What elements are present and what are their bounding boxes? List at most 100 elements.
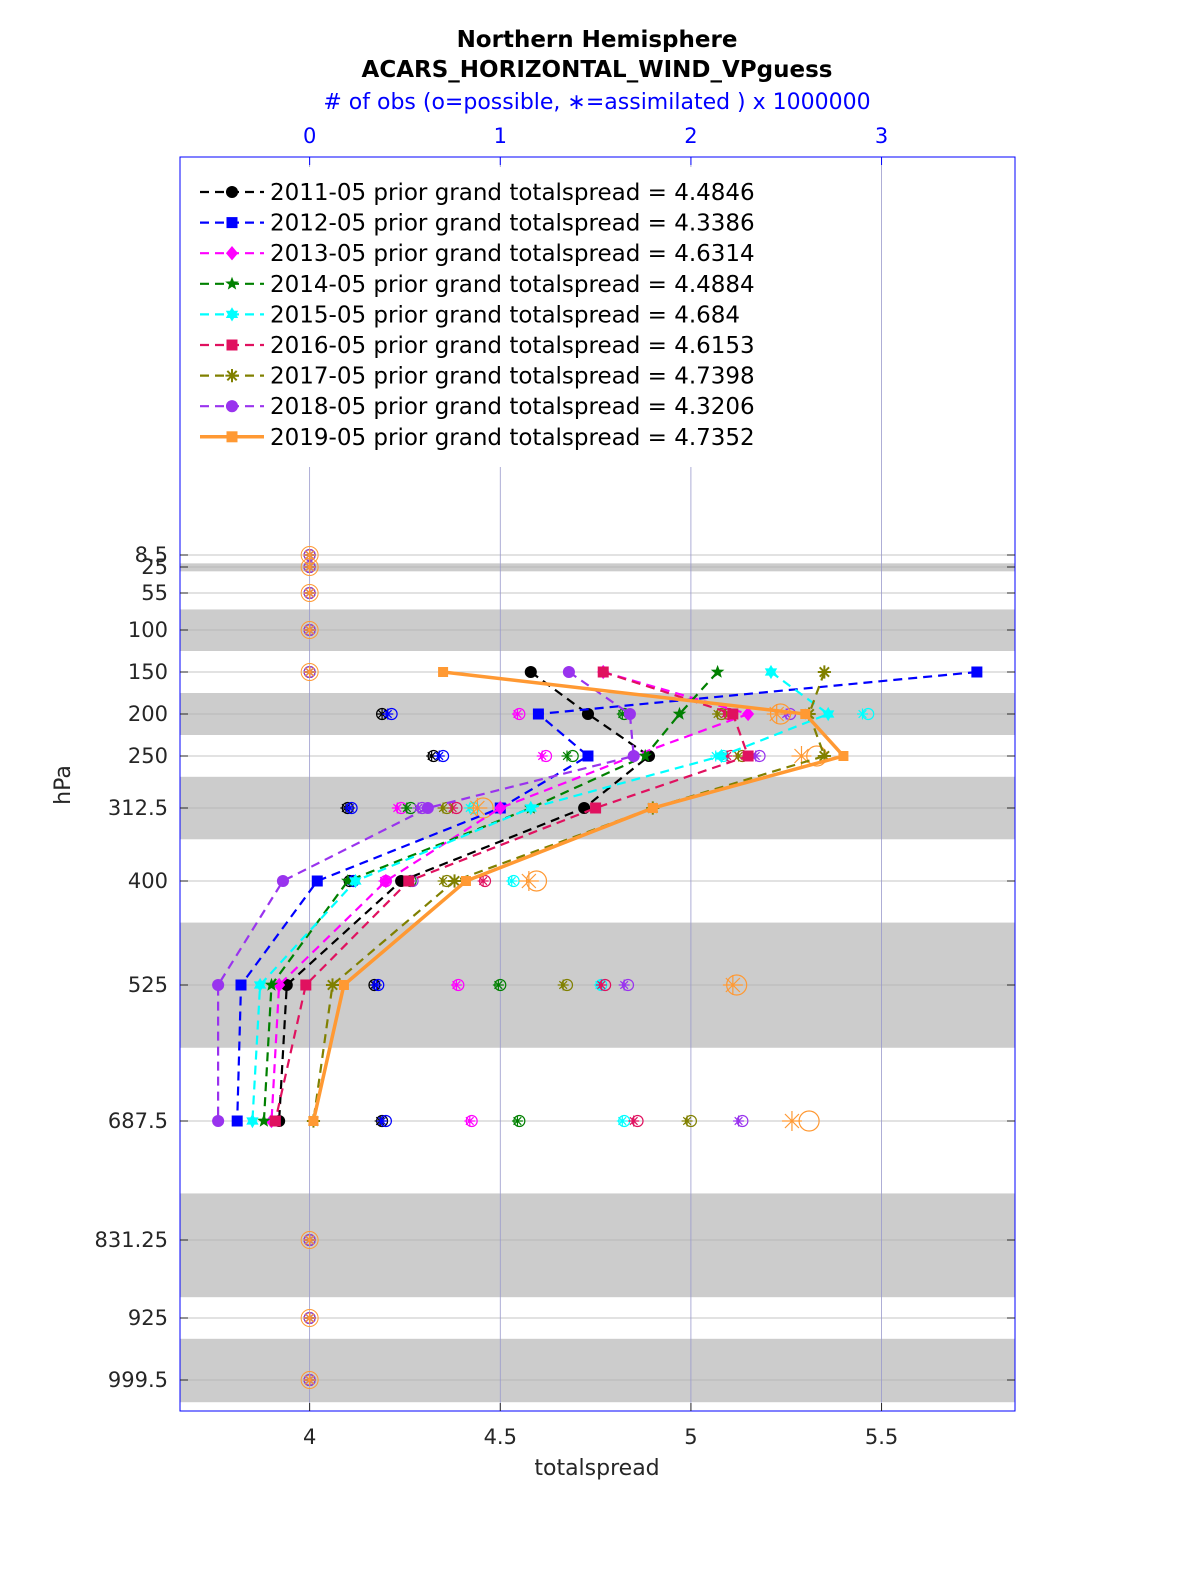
data-point xyxy=(597,666,609,678)
legend-label: 2015-05 prior grand totalspread = 4.684 xyxy=(270,302,740,328)
obs-assimilated-marker xyxy=(616,1115,628,1127)
obs-assimilated-marker xyxy=(412,802,424,814)
obs-possible-marker xyxy=(300,1231,319,1249)
series-line xyxy=(236,670,978,1122)
obs-assimilated-marker xyxy=(303,587,316,599)
data-point xyxy=(817,665,831,679)
obs-assimilated-marker xyxy=(303,1234,316,1246)
y-tick-label: 687.5 xyxy=(108,1109,168,1133)
data-point xyxy=(623,707,636,721)
data-point xyxy=(276,874,289,888)
data-point xyxy=(231,1115,243,1127)
obs-assimilated-marker xyxy=(618,979,630,991)
obs-assimilated-marker xyxy=(511,1115,523,1127)
series-line xyxy=(217,671,635,1121)
obs-possible-marker xyxy=(300,558,319,576)
obs-assimilated-marker xyxy=(467,798,488,818)
legend-marker xyxy=(225,400,239,413)
data-point xyxy=(764,664,778,680)
shaded-bands xyxy=(180,563,1015,1403)
obs-assimilated-marker xyxy=(303,1374,316,1386)
shaded-band xyxy=(180,1193,1015,1298)
obs-assimilated-marker xyxy=(391,802,403,814)
top-tick-label: 0 xyxy=(303,124,316,148)
obs-assimilated-marker xyxy=(518,871,539,891)
data-point xyxy=(715,748,728,764)
data-point xyxy=(246,1113,259,1129)
data-point xyxy=(300,979,312,991)
data-point xyxy=(582,750,594,762)
y-tick-label: 200 xyxy=(128,702,168,726)
y-tick-label: 25 xyxy=(141,555,168,579)
data-point xyxy=(341,873,355,887)
obs-assimilated-marker xyxy=(719,708,731,720)
data-point xyxy=(590,802,602,814)
obs-assimilated-marker xyxy=(506,875,518,887)
y-tick-label: 312.5 xyxy=(108,796,168,820)
obs-assimilated-marker xyxy=(303,1312,316,1324)
legend-marker xyxy=(226,217,238,229)
obs-assimilated-marker xyxy=(376,1115,388,1127)
obs-assimilated-marker xyxy=(733,1115,745,1127)
data-point xyxy=(460,876,471,886)
obs-assimilated-marker xyxy=(437,875,449,887)
obs-assimilated-marker xyxy=(781,1111,802,1131)
data-point xyxy=(532,708,544,720)
data-point xyxy=(562,665,575,679)
obs-assimilated-marker xyxy=(628,1115,640,1127)
data-point xyxy=(338,980,349,990)
legend-marker xyxy=(225,276,239,290)
obs-assimilated-marker xyxy=(791,746,812,766)
obs-assimilated-marker xyxy=(426,750,438,762)
obs-assimilated-marker xyxy=(511,708,523,720)
obs-assimilated-marker xyxy=(303,666,316,678)
obs-assimilated-marker xyxy=(557,979,569,991)
y-axis-label: hPa xyxy=(51,765,76,805)
obs-assimilated-marker xyxy=(303,561,316,573)
data-point xyxy=(742,706,755,722)
obs-possible-marker xyxy=(300,1309,319,1327)
obs-assimilated-marker xyxy=(382,708,394,720)
data-point xyxy=(269,1115,281,1127)
series-line xyxy=(270,670,752,1122)
legend: 2011-05 prior grand totalspread = 4.4846… xyxy=(190,167,810,467)
obs-assimilated-marker xyxy=(721,750,733,762)
y-tick-label: 55 xyxy=(141,581,168,605)
obs-assimilated-marker xyxy=(681,1115,693,1127)
obs-assimilated-marker xyxy=(561,750,573,762)
obs-assimilated-marker xyxy=(437,802,449,814)
axis-ticks: 8.52555100150200250312.5400525687.5831.2… xyxy=(95,124,1015,1449)
data-point xyxy=(647,803,658,813)
data-point xyxy=(800,709,811,719)
y-tick-label: 925 xyxy=(128,1306,168,1330)
y-tick-label: 400 xyxy=(128,869,168,893)
top-tick-label: 1 xyxy=(494,124,507,148)
data-point xyxy=(672,706,687,720)
obs-assimilated-marker xyxy=(722,975,743,995)
obs-assimilated-marker xyxy=(595,979,607,991)
x-tick-label: 5.5 xyxy=(865,1425,898,1449)
legend-label: 2012-05 prior grand totalspread = 4.3386 xyxy=(270,211,755,237)
data-point xyxy=(578,801,591,815)
obs-assimilated-marker xyxy=(477,875,489,887)
legend-label: 2018-05 prior grand totalspread = 4.3206 xyxy=(270,394,755,420)
data-point xyxy=(257,1113,271,1127)
top-tick-label: 2 xyxy=(684,124,697,148)
obs-assimilated-marker xyxy=(536,750,548,762)
data-point xyxy=(727,708,739,720)
obs-assimilated-marker xyxy=(856,708,868,720)
data-point xyxy=(325,978,340,992)
legend-label: 2011-05 prior grand totalspread = 4.4846 xyxy=(270,180,755,206)
data-point xyxy=(253,977,267,993)
obs-possible-marker xyxy=(300,1371,319,1389)
data-point xyxy=(447,874,462,888)
obs-assimilated-marker xyxy=(712,708,724,720)
data-point xyxy=(524,800,537,816)
obs-assimilated-marker xyxy=(401,802,413,814)
data-series xyxy=(212,664,983,1129)
plot-frame xyxy=(179,156,1016,1412)
y-tick-label: 999.5 xyxy=(108,1368,168,1392)
obs-assimilated-marker xyxy=(733,750,745,762)
top-axis-label: # of obs (o=possible, ∗=assimilated ) x … xyxy=(323,90,870,115)
